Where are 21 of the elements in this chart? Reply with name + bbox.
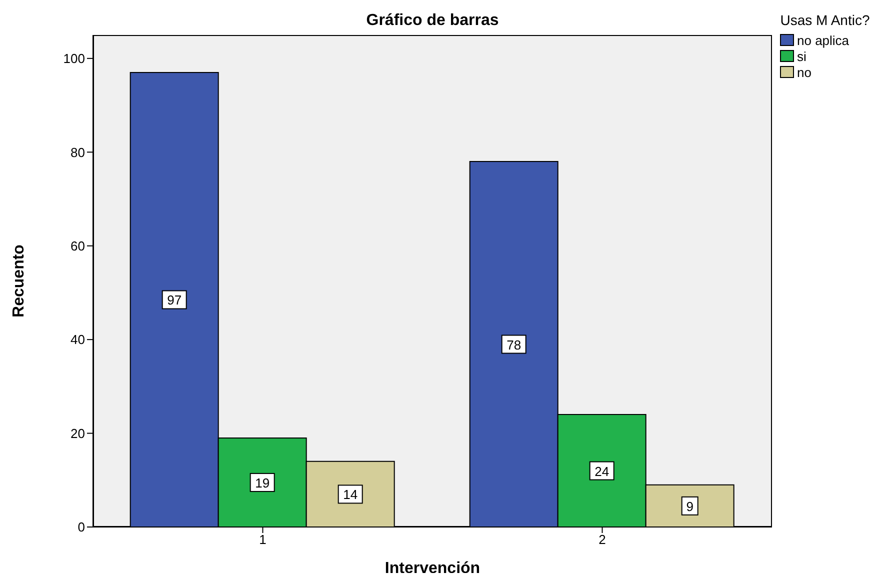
y-tick-label: 40 — [70, 332, 85, 348]
x-tick-label: 2 — [598, 532, 606, 548]
data-label: 9 — [686, 498, 694, 514]
y-axis-title: Recuento — [10, 244, 28, 318]
data-label: 97 — [167, 292, 182, 308]
legend-label: no — [797, 64, 812, 80]
x-tick-label: 1 — [259, 532, 266, 548]
legend-label: si — [797, 48, 806, 64]
legend-label: no aplica — [797, 32, 850, 48]
x-axis-title: Intervención — [384, 560, 480, 577]
chart-title: Gráfico de barras — [365, 12, 500, 30]
legend-title: Usas M Antic? — [780, 12, 870, 28]
data-label: 24 — [594, 464, 610, 479]
y-tick-label: 80 — [70, 144, 85, 160]
y-tick-label: 60 — [70, 238, 85, 254]
data-label: 19 — [255, 475, 270, 490]
data-label: 78 — [506, 337, 522, 352]
y-tick-label: 100 — [63, 51, 85, 66]
y-tick-label: 20 — [70, 426, 85, 441]
data-label: 14 — [343, 487, 358, 502]
y-tick-label: 0 — [78, 520, 85, 535]
